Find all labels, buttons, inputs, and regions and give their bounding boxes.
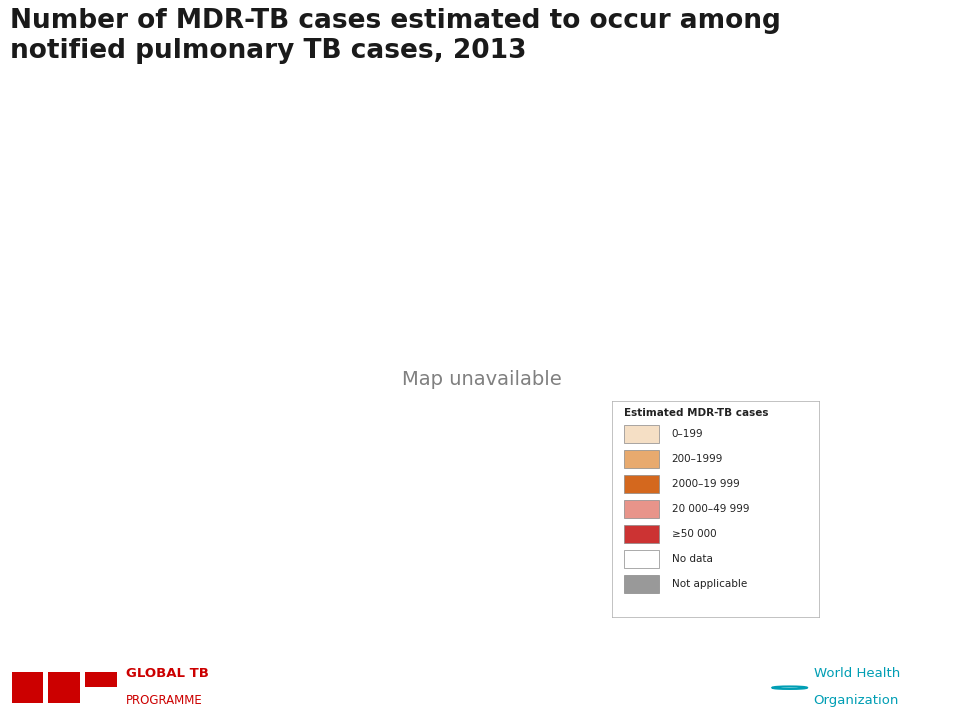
Bar <box>85 672 117 687</box>
Bar <box>48 672 80 703</box>
Text: Estimated MDR-TB cases: Estimated MDR-TB cases <box>624 409 768 418</box>
Text: 200–1999: 200–1999 <box>671 454 723 464</box>
Text: ≥50 000: ≥50 000 <box>671 529 716 539</box>
FancyBboxPatch shape <box>624 425 659 443</box>
Bar <box>12 672 43 703</box>
Text: 2000–19 999: 2000–19 999 <box>671 479 740 489</box>
Text: PROGRAMME: PROGRAMME <box>126 694 203 707</box>
FancyBboxPatch shape <box>624 549 659 568</box>
FancyBboxPatch shape <box>624 450 659 469</box>
Text: No data: No data <box>671 554 713 564</box>
Text: GLOBAL TB: GLOBAL TB <box>126 667 209 681</box>
Text: 0–199: 0–199 <box>671 430 703 439</box>
FancyBboxPatch shape <box>624 525 659 543</box>
Text: 20 000–49 999: 20 000–49 999 <box>671 504 749 514</box>
FancyBboxPatch shape <box>624 500 659 518</box>
Text: Number of MDR-TB cases estimated to occur among
notified pulmonary TB cases, 201: Number of MDR-TB cases estimated to occu… <box>10 8 780 64</box>
FancyBboxPatch shape <box>624 475 659 493</box>
Text: Organization: Organization <box>814 694 899 707</box>
Text: Map unavailable: Map unavailable <box>402 370 561 388</box>
Text: Not applicable: Not applicable <box>671 579 746 588</box>
Text: World Health: World Health <box>814 667 900 681</box>
FancyBboxPatch shape <box>624 575 659 593</box>
